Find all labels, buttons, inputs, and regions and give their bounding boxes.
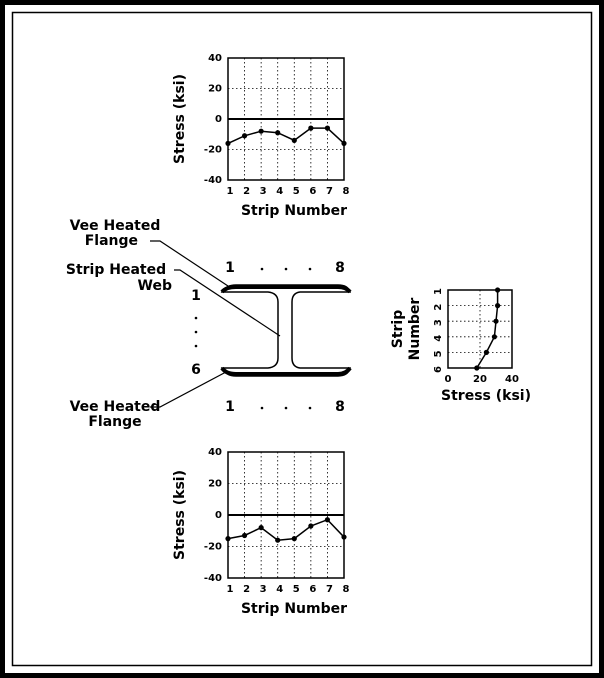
x-tick-label: 5 [293, 584, 300, 595]
x-tick-label: 7 [326, 186, 333, 197]
data-point [324, 517, 331, 523]
y-tick-label: -40 [204, 175, 222, 186]
y-tick-label: 5 [433, 350, 444, 357]
x-tick-label: 7 [326, 584, 333, 595]
x-tick-label: 8 [343, 186, 350, 197]
leader-line [150, 371, 227, 408]
flange-edge [220, 285, 352, 294]
plot-frame [227, 57, 345, 181]
data-point [474, 365, 480, 371]
x-axis-label: Strip Number [241, 203, 347, 219]
data-point [275, 537, 281, 543]
x-tick-label: 4 [276, 584, 283, 595]
data-point [483, 349, 489, 355]
strip-label: 6 [191, 362, 201, 378]
data-point [225, 536, 231, 542]
y-tick-label: 3 [433, 319, 444, 326]
y-tick-label: 20 [208, 479, 222, 490]
label: Vee Heated [70, 399, 161, 415]
leader-line [174, 269, 281, 337]
data-point [241, 532, 248, 539]
label: Flange [85, 233, 138, 249]
data-point [495, 287, 501, 293]
strip-label: 1 [225, 399, 235, 415]
y-axis-label: Number [407, 298, 423, 361]
y-tick-label: 6 [433, 366, 444, 373]
strip-label: 1 [225, 260, 235, 276]
label: Strip Heated [66, 262, 166, 278]
y-tick-label: 40 [208, 447, 222, 458]
x-tick-label: 0 [445, 374, 452, 385]
data-point [324, 125, 331, 131]
inner-frame [11, 11, 593, 667]
data-point [341, 140, 347, 146]
y-tick-label: 4 [433, 335, 444, 342]
x-tick-label: 6 [309, 186, 316, 197]
strip-label: 8 [335, 399, 345, 415]
label: Flange [88, 414, 141, 430]
y-tick-label: 2 [433, 304, 444, 311]
x-tick-label: 8 [343, 584, 350, 595]
data-line [227, 127, 345, 145]
x-tick-label: 1 [227, 584, 234, 595]
data-point [258, 128, 264, 134]
strip-label: 1 [191, 288, 201, 304]
flange-edge [220, 366, 352, 376]
y-axis-label: Stress (ksi) [172, 74, 188, 164]
x-tick-label: 20 [473, 374, 487, 385]
i-beam [220, 284, 351, 377]
label: Web [138, 278, 172, 294]
x-tick-label: 3 [260, 186, 267, 197]
data-point [308, 125, 314, 131]
y-axis-label: Stress (ksi) [172, 470, 188, 560]
data-point [225, 140, 231, 146]
data-point [291, 137, 297, 143]
data-point [495, 303, 501, 309]
y-tick-label: 0 [215, 114, 222, 125]
data-line [476, 290, 499, 369]
data-point [275, 130, 281, 136]
x-axis-label: Stress (ksi) [441, 388, 531, 404]
plot-frame [227, 451, 345, 579]
data-point [341, 534, 347, 540]
label: Vee Heated [70, 218, 161, 234]
y-tick-label: -40 [204, 573, 222, 584]
y-tick-label: 20 [208, 84, 222, 95]
x-tick-label: 3 [260, 584, 267, 595]
x-tick-label: 5 [293, 186, 300, 197]
plot-frame [447, 289, 513, 369]
y-tick-label: -20 [204, 542, 222, 553]
data-line [227, 518, 345, 541]
data-point [308, 523, 314, 529]
x-tick-label: 40 [505, 374, 519, 385]
x-tick-label: 2 [243, 584, 250, 595]
data-point [491, 334, 497, 340]
strip-label: 8 [335, 260, 345, 276]
data-point [493, 318, 499, 324]
y-axis-label: Strip [390, 310, 406, 349]
y-tick-label: 0 [215, 510, 222, 521]
data-point [241, 133, 248, 139]
x-axis-label: Strip Number [241, 601, 347, 617]
y-tick-label: 1 [433, 288, 444, 295]
x-tick-label: 1 [227, 186, 234, 197]
x-tick-label: 6 [309, 584, 316, 595]
leader-line [150, 240, 229, 287]
x-tick-label: 4 [276, 186, 283, 197]
y-tick-label: -20 [204, 145, 222, 156]
data-point [258, 525, 264, 531]
x-tick-label: 2 [243, 186, 250, 197]
dots [194, 267, 312, 410]
y-tick-label: 40 [208, 53, 222, 64]
data-point [291, 536, 297, 542]
